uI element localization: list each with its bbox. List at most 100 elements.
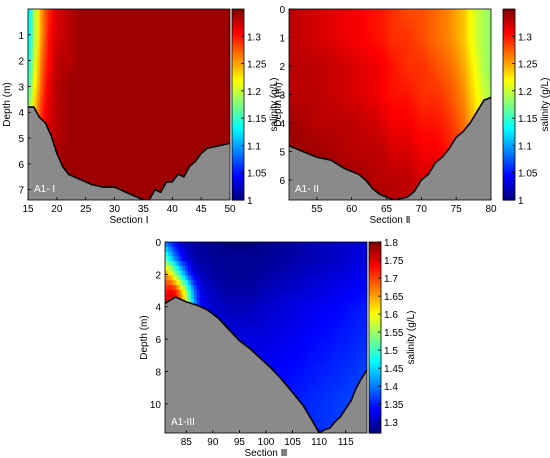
salinity-cell — [68, 80, 72, 87]
salinity-cell — [82, 133, 87, 139]
salinity-cell — [166, 75, 170, 82]
colorbar-step — [232, 29, 244, 34]
salinity-cell — [65, 85, 69, 91]
salinity-cell — [152, 128, 156, 134]
salinity-cell — [163, 104, 168, 110]
salinity-cell — [131, 171, 136, 177]
salinity-cell — [146, 47, 150, 53]
salinity-cell — [462, 66, 466, 72]
salinity-cell — [436, 47, 440, 53]
salinity-cell — [390, 42, 394, 48]
salinity-cell — [355, 42, 359, 48]
salinity-cell — [413, 18, 417, 24]
salinity-cell — [146, 114, 150, 120]
salinity-cell — [358, 123, 362, 129]
salinity-cell — [129, 80, 133, 87]
salinity-cell — [88, 80, 93, 87]
salinity-cell — [372, 80, 377, 87]
salinity-cell — [30, 90, 35, 96]
salinity-cell — [172, 90, 176, 96]
colorbar-step — [232, 167, 244, 171]
salinity-cell — [444, 118, 449, 125]
salinity-cell — [404, 133, 408, 139]
salinity-cell — [459, 118, 463, 125]
salinity-cell — [418, 80, 423, 87]
salinity-cell — [120, 104, 124, 110]
salinity-cell — [215, 75, 220, 82]
salinity-cell — [91, 128, 95, 134]
salinity-cell — [74, 137, 78, 144]
colorbar-step — [232, 23, 244, 28]
salinity-cell — [160, 51, 165, 58]
salinity-cell — [375, 42, 380, 48]
salinity-cell — [415, 85, 420, 91]
salinity-cell — [349, 123, 354, 129]
salinity-cell — [387, 18, 391, 24]
salinity-cell — [169, 32, 173, 39]
salinity-cell — [404, 147, 408, 153]
salinity-cell — [404, 32, 408, 39]
salinity-cell — [309, 85, 313, 91]
salinity-cell — [427, 42, 431, 48]
salinity-cell — [314, 47, 319, 53]
salinity-cell — [364, 71, 368, 77]
salinity-cell — [152, 185, 156, 192]
salinity-cell — [82, 99, 87, 106]
salinity-cell — [459, 104, 463, 110]
salinity-cell — [476, 85, 481, 91]
salinity-cell — [88, 37, 93, 44]
salinity-cell — [140, 28, 145, 34]
salinity-cell — [120, 13, 124, 20]
salinity-cell — [404, 142, 408, 149]
salinity-cell — [407, 114, 411, 120]
salinity-cell — [320, 142, 325, 149]
salinity-cell — [154, 28, 159, 34]
salinity-cell — [407, 80, 411, 87]
salinity-cell — [192, 109, 196, 115]
salinity-cell — [395, 90, 400, 96]
salinity-cell — [227, 61, 230, 67]
salinity-cell — [178, 133, 182, 139]
salinity-cell — [209, 114, 214, 120]
salinity-cell — [433, 99, 437, 106]
salinity-cell — [79, 90, 84, 96]
salinity-cell — [303, 142, 307, 149]
salinity-cell — [59, 147, 64, 153]
salinity-cell — [456, 94, 460, 101]
salinity-cell — [384, 114, 388, 120]
salinity-cell — [218, 133, 222, 139]
salinity-cell — [441, 118, 446, 125]
salinity-cell — [79, 28, 84, 34]
salinity-cell — [424, 42, 429, 48]
salinity-cell — [178, 90, 182, 96]
salinity-cell — [149, 137, 153, 144]
salinity-cell — [206, 80, 211, 87]
salinity-cell — [189, 9, 194, 15]
salinity-cell — [175, 118, 179, 125]
salinity-cell — [71, 71, 75, 77]
salinity-cell — [369, 133, 374, 139]
colorbar-step — [232, 104, 244, 109]
salinity-cell — [447, 42, 452, 48]
salinity-cell — [289, 109, 293, 115]
salinity-cell — [59, 75, 64, 82]
salinity-cell — [129, 37, 133, 44]
salinity-cell — [312, 66, 316, 72]
salinity-cell — [366, 56, 371, 63]
salinity-cell — [198, 9, 202, 15]
salinity-cell — [62, 133, 67, 139]
salinity-cell — [131, 147, 136, 153]
salinity-cell — [189, 118, 194, 125]
salinity-cell — [45, 56, 49, 63]
salinity-cell — [152, 123, 156, 129]
salinity-cell — [289, 142, 293, 149]
salinity-cell — [169, 118, 173, 125]
salinity-cell — [323, 90, 328, 96]
salinity-cell — [192, 99, 196, 106]
river-bed-line — [28, 106, 230, 200]
salinity-cell — [369, 66, 374, 72]
salinity-cell — [77, 32, 81, 39]
salinity-cell — [413, 123, 417, 129]
salinity-cell — [436, 85, 440, 91]
salinity-cell — [103, 18, 107, 24]
